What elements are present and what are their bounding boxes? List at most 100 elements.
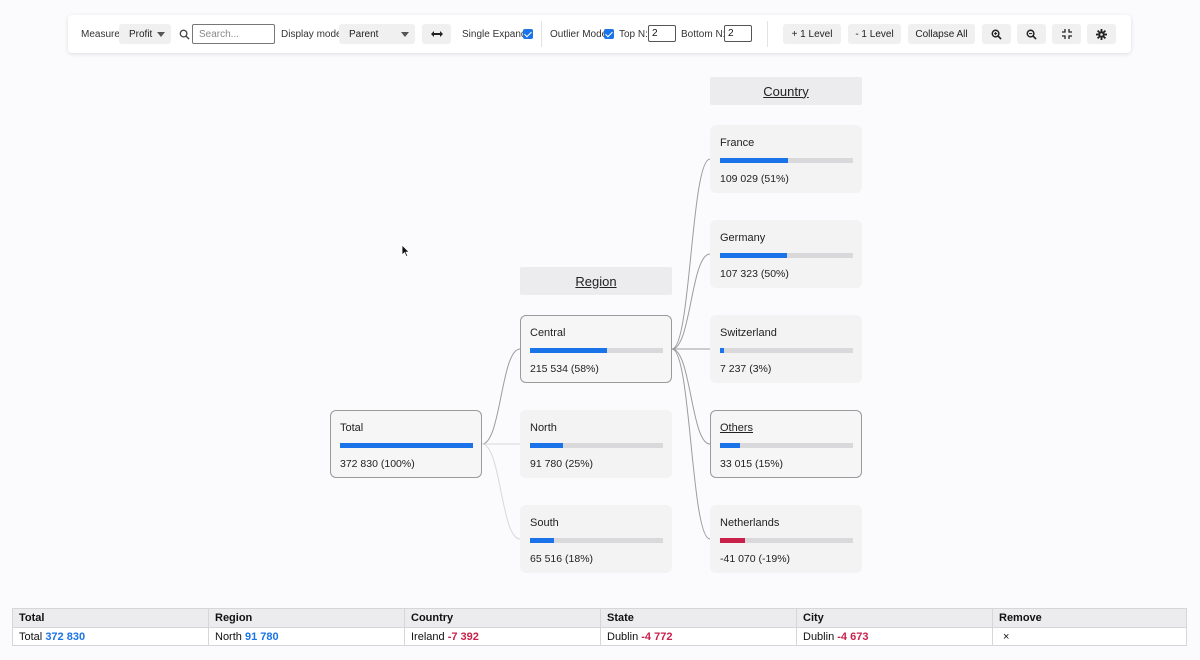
column-header: Country bbox=[404, 608, 601, 628]
bottom-n-label: Bottom N: bbox=[681, 28, 726, 40]
swap-orientation-button[interactable] bbox=[422, 24, 451, 44]
node-country-switzerland[interactable]: Switzerland 7 237 (3%) bbox=[710, 315, 862, 383]
node-value: 215 534 (58%) bbox=[530, 363, 599, 375]
expand-level-button[interactable]: + 1 Level bbox=[783, 24, 841, 44]
path-cell-state[interactable]: Dublin -4 772 bbox=[600, 627, 797, 646]
path-cell-value: -4 673 bbox=[837, 630, 869, 643]
column-header: State bbox=[600, 608, 797, 628]
node-value: 109 029 (51%) bbox=[720, 173, 789, 185]
node-bar bbox=[530, 443, 663, 448]
node-bar bbox=[720, 538, 853, 543]
region-header[interactable]: Region bbox=[520, 267, 672, 295]
node-label: Switzerland bbox=[720, 327, 777, 339]
country-header[interactable]: Country bbox=[710, 77, 862, 105]
path-cell-name: Total bbox=[19, 630, 43, 643]
node-bar bbox=[720, 253, 853, 258]
search-icon bbox=[179, 15, 190, 53]
column-header: Remove bbox=[992, 608, 1187, 628]
node-label: Others bbox=[720, 422, 754, 434]
display-mode-select[interactable]: Parent bbox=[339, 24, 415, 44]
path-cell-value: -4 772 bbox=[641, 630, 673, 643]
node-region-central[interactable]: Central 215 534 (58%) bbox=[520, 315, 672, 383]
fit-to-screen-button[interactable] bbox=[1052, 24, 1081, 44]
path-cell-region[interactable]: North 91 780 bbox=[208, 627, 405, 646]
outlier-mode-checkbox[interactable] bbox=[604, 29, 614, 39]
zoom-in-icon bbox=[991, 29, 1002, 40]
node-value: 7 237 (3%) bbox=[720, 363, 772, 375]
bottom-n-value: 2 bbox=[728, 28, 734, 39]
path-cell-city[interactable]: Dublin -4 673 bbox=[796, 627, 993, 646]
node-label: Total bbox=[340, 422, 364, 434]
node-country-netherlands[interactable]: Netherlands -41 070 (-19%) bbox=[710, 505, 862, 573]
gear-icon bbox=[1096, 28, 1107, 40]
top-n-input[interactable]: 2 bbox=[648, 25, 676, 42]
node-bar bbox=[530, 348, 663, 353]
node-bar-fill bbox=[530, 538, 554, 543]
column-header: Total bbox=[12, 608, 209, 628]
display-mode-label: Display mode bbox=[281, 28, 342, 40]
mouse-cursor-icon bbox=[401, 244, 411, 258]
path-cell-name: Ireland bbox=[411, 630, 445, 643]
node-bar bbox=[340, 443, 473, 448]
table-header-row: Total Region Country State City Remove bbox=[12, 608, 1187, 628]
node-bar bbox=[530, 538, 663, 543]
outlier-mode-label: Outlier Mode bbox=[550, 28, 608, 40]
node-label: France bbox=[720, 137, 755, 149]
chevron-down-icon bbox=[401, 32, 409, 37]
node-country-germany[interactable]: Germany 107 323 (50%) bbox=[710, 220, 862, 288]
fit-screen-icon bbox=[1061, 29, 1072, 39]
node-total[interactable]: Total 372 830 (100%) bbox=[330, 410, 482, 478]
node-bar-fill bbox=[720, 158, 788, 163]
close-icon[interactable]: × bbox=[1003, 630, 1010, 643]
node-region-north[interactable]: North 91 780 (25%) bbox=[520, 410, 672, 478]
single-expand-checkbox[interactable] bbox=[523, 29, 533, 39]
collapse-level-button[interactable]: - 1 Level bbox=[848, 24, 901, 44]
search-input[interactable]: Search... bbox=[192, 24, 275, 44]
zoom-out-button[interactable] bbox=[1017, 24, 1046, 44]
node-region-south[interactable]: South 65 516 (18%) bbox=[520, 505, 672, 573]
path-cell-total[interactable]: Total 372 830 bbox=[12, 627, 209, 646]
path-cell-name: North bbox=[215, 630, 242, 643]
zoom-in-button[interactable] bbox=[982, 24, 1011, 44]
node-value: 107 323 (50%) bbox=[720, 268, 789, 280]
node-label: Netherlands bbox=[720, 517, 780, 529]
node-bar-fill bbox=[340, 443, 473, 448]
single-expand-label: Single Expand bbox=[462, 28, 527, 40]
measure-label: Measure bbox=[81, 28, 120, 40]
measure-select[interactable]: Profit bbox=[119, 24, 171, 44]
drill-path-table: Total Region Country State City Remove T… bbox=[12, 608, 1187, 646]
node-bar-fill bbox=[720, 443, 740, 448]
path-cell-value: 372 830 bbox=[45, 630, 86, 643]
node-label: Germany bbox=[720, 232, 766, 244]
path-cell-name: Dublin bbox=[607, 630, 639, 643]
node-label: North bbox=[530, 422, 557, 434]
node-country-others[interactable]: Others 33 015 (15%) bbox=[710, 410, 862, 478]
path-cell-name: Dublin bbox=[803, 630, 835, 643]
path-cell-value: 91 780 bbox=[244, 630, 279, 643]
path-cell-country[interactable]: Ireland -7 392 bbox=[404, 627, 601, 646]
bottom-n-input[interactable]: 2 bbox=[724, 25, 752, 42]
column-header: Region bbox=[208, 608, 405, 628]
display-mode-value: Parent bbox=[349, 28, 379, 40]
node-bar bbox=[720, 443, 853, 448]
top-n-label: Top N: bbox=[619, 28, 648, 40]
node-country-france[interactable]: France 109 029 (51%) bbox=[710, 125, 862, 193]
separator bbox=[767, 21, 768, 47]
top-n-value: 2 bbox=[652, 28, 658, 39]
zoom-out-icon bbox=[1026, 29, 1037, 40]
node-bar-fill bbox=[720, 253, 787, 258]
table-row: Total 372 830 North 91 780 Ireland -7 39… bbox=[12, 627, 1187, 646]
node-label: South bbox=[530, 517, 559, 529]
node-bar-fill bbox=[530, 348, 608, 353]
node-bar bbox=[720, 348, 853, 353]
node-bar-fill bbox=[720, 348, 724, 353]
settings-button[interactable] bbox=[1087, 24, 1116, 44]
tree-connectors bbox=[481, 158, 711, 540]
node-value: 372 830 (100%) bbox=[340, 458, 415, 470]
path-cell-value: -7 392 bbox=[447, 630, 479, 643]
collapse-all-button[interactable]: Collapse All bbox=[908, 24, 975, 44]
remove-path-cell: × bbox=[992, 627, 1187, 646]
node-value: 91 780 (25%) bbox=[530, 458, 594, 470]
node-bar-fill bbox=[530, 443, 564, 448]
chevron-down-icon bbox=[157, 32, 165, 37]
